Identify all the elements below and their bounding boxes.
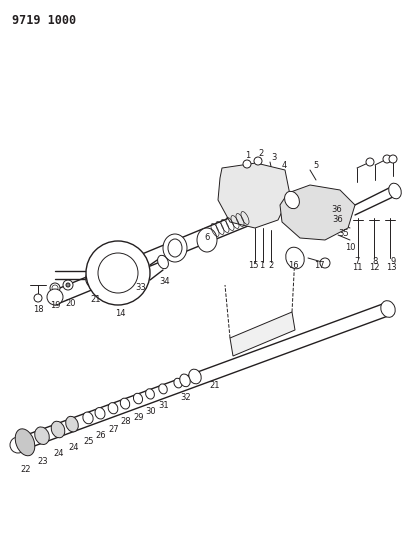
Ellipse shape [120,398,130,409]
Text: 6: 6 [204,232,210,241]
Text: 1: 1 [245,151,251,160]
Ellipse shape [381,301,395,317]
Text: 8: 8 [372,256,378,265]
Text: 13: 13 [386,262,396,271]
Text: 24: 24 [54,449,64,458]
Text: 30: 30 [145,407,156,416]
Ellipse shape [15,429,35,456]
Text: 36: 36 [332,214,343,223]
Ellipse shape [159,384,167,394]
Text: 32: 32 [181,393,191,402]
Circle shape [52,285,58,291]
Text: 14: 14 [115,309,125,318]
Ellipse shape [145,389,155,399]
Ellipse shape [51,421,65,438]
Polygon shape [230,312,295,356]
Circle shape [63,280,73,290]
Text: 21: 21 [91,295,101,303]
Text: 19: 19 [50,302,60,311]
Ellipse shape [286,247,304,269]
Ellipse shape [389,183,401,199]
Ellipse shape [189,369,201,384]
Ellipse shape [163,234,187,262]
Text: 17: 17 [314,262,324,271]
Text: 9: 9 [390,256,396,265]
Text: 9719 1000: 9719 1000 [12,14,76,27]
Text: 33: 33 [136,284,146,293]
Circle shape [34,294,42,302]
Text: 24: 24 [69,442,79,451]
Ellipse shape [197,228,217,252]
Text: 1: 1 [259,262,265,271]
Text: 35: 35 [339,229,349,238]
Ellipse shape [134,262,146,278]
Circle shape [366,158,374,166]
Text: 12: 12 [369,262,379,271]
Text: 3: 3 [271,154,277,163]
Text: 10: 10 [345,243,355,252]
Ellipse shape [180,374,190,387]
Ellipse shape [284,191,299,209]
Text: 36: 36 [332,206,342,214]
Circle shape [254,157,262,165]
Text: 27: 27 [109,424,119,433]
Ellipse shape [108,402,118,414]
Circle shape [383,155,391,163]
Ellipse shape [83,412,93,424]
Text: 5: 5 [313,160,319,169]
Ellipse shape [168,239,182,257]
Text: 28: 28 [121,417,131,426]
Circle shape [98,253,138,293]
Circle shape [389,155,397,163]
Ellipse shape [66,416,78,432]
Text: 7: 7 [354,256,360,265]
Text: 21: 21 [210,382,220,391]
Text: 11: 11 [352,262,362,271]
Text: 31: 31 [159,400,169,409]
Text: 34: 34 [160,277,170,286]
Ellipse shape [134,393,143,404]
Text: 2: 2 [268,262,274,271]
Polygon shape [280,185,355,240]
Text: 29: 29 [134,413,144,422]
Circle shape [66,283,70,287]
Ellipse shape [95,408,105,419]
Ellipse shape [10,437,26,453]
Text: 20: 20 [66,298,76,308]
Text: 23: 23 [38,456,48,465]
Text: 18: 18 [33,304,43,313]
Text: 4: 4 [282,161,286,171]
Ellipse shape [157,255,169,269]
Ellipse shape [35,427,49,445]
Ellipse shape [47,289,63,305]
Text: 2: 2 [259,149,263,157]
Circle shape [320,258,330,268]
Circle shape [86,241,150,305]
Circle shape [50,283,60,293]
Ellipse shape [174,378,182,388]
Ellipse shape [85,271,100,289]
Text: 16: 16 [288,262,298,271]
Polygon shape [218,163,290,228]
Circle shape [243,160,251,168]
Text: 25: 25 [84,437,94,446]
Text: 15: 15 [248,262,258,271]
Text: 26: 26 [96,431,106,440]
Text: 22: 22 [21,464,31,473]
